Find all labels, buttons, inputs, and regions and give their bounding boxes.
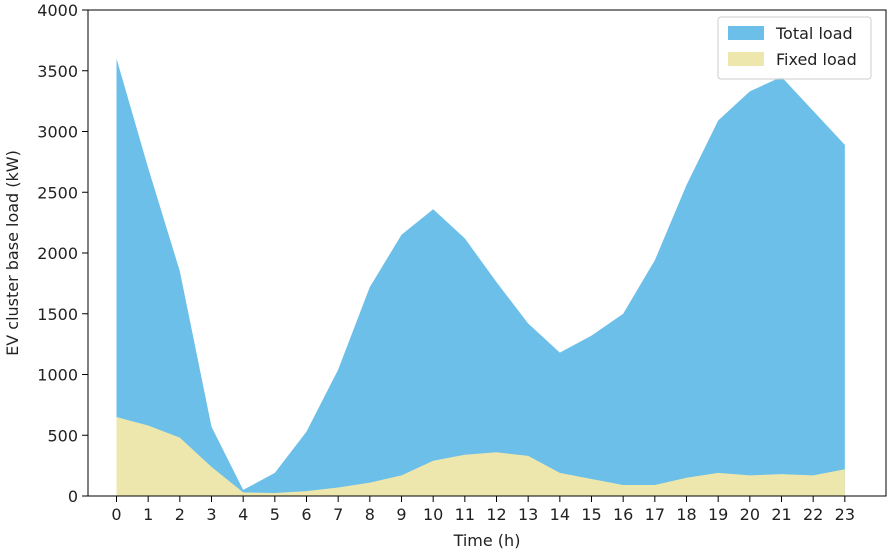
x-tick-label-1: 1 — [143, 505, 153, 524]
x-tick-label-2: 2 — [175, 505, 185, 524]
y-tick-label-3500: 3500 — [37, 62, 78, 81]
x-tick-label-8: 8 — [365, 505, 375, 524]
x-tick-label-20: 20 — [740, 505, 760, 524]
legend: Total load Fixed load — [717, 16, 872, 80]
x-tick-label-16: 16 — [613, 505, 633, 524]
plot-area — [116, 58, 845, 496]
x-tick-label-22: 22 — [803, 505, 823, 524]
y-tick-label-3000: 3000 — [37, 123, 78, 142]
y-tick-label-2000: 2000 — [37, 244, 78, 263]
x-tick-label-13: 13 — [518, 505, 538, 524]
x-tick-label-9: 9 — [396, 505, 406, 524]
x-tick-label-11: 11 — [455, 505, 475, 524]
x-tick-label-14: 14 — [550, 505, 570, 524]
y-tick-label-500: 500 — [47, 426, 78, 445]
series-area-fixed-load — [116, 417, 845, 496]
x-tick-label-15: 15 — [581, 505, 601, 524]
legend-swatch-total-load — [728, 26, 764, 40]
y-tick-label-4000: 4000 — [37, 1, 78, 20]
x-tick-label-0: 0 — [111, 505, 121, 524]
y-axis-label: EV cluster base load (kW) — [3, 150, 22, 356]
x-tick-label-18: 18 — [676, 505, 696, 524]
x-axis-label: Time (h) — [453, 531, 521, 550]
y-tick-label-0: 0 — [68, 487, 78, 506]
y-tick-label-2500: 2500 — [37, 183, 78, 202]
legend-label-total-load: Total load — [775, 24, 853, 43]
x-tick-label-12: 12 — [486, 505, 506, 524]
x-tick-label-7: 7 — [333, 505, 343, 524]
x-tick-label-21: 21 — [771, 505, 791, 524]
y-tick-label-1500: 1500 — [37, 305, 78, 324]
x-tick-label-6: 6 — [301, 505, 311, 524]
y-tick-label-1000: 1000 — [37, 366, 78, 385]
x-tick-label-3: 3 — [206, 505, 216, 524]
x-tick-label-23: 23 — [835, 505, 855, 524]
legend-label-fixed-load: Fixed load — [776, 50, 857, 69]
axes: 0 1 2 3 4 5 6 7 8 9 10 11 12 13 14 15 16 17 18 19 20 21 22 2305… — [3, 1, 887, 550]
x-tick-label-4: 4 — [238, 505, 248, 524]
x-tick-label-10: 10 — [423, 505, 443, 524]
x-tick-label-19: 19 — [708, 505, 728, 524]
legend-swatch-fixed-load — [728, 52, 764, 66]
x-tick-label-5: 5 — [270, 505, 280, 524]
series-area-total-load — [116, 58, 845, 496]
x-tick-label-17: 17 — [645, 505, 665, 524]
